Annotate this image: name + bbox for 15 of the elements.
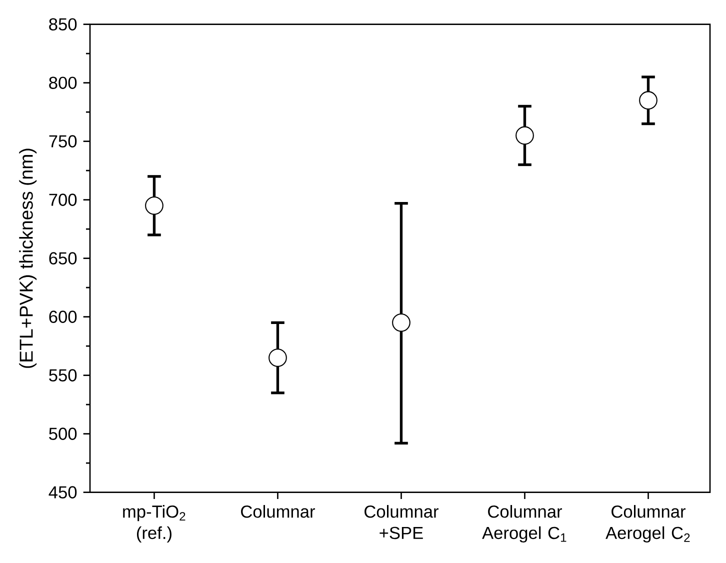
y-tick-label: 700 bbox=[49, 194, 77, 206]
y-tick-label: 450 bbox=[48, 486, 77, 498]
x-tick-label: Columnar Aerogel C$_{2}$ bbox=[606, 505, 690, 543]
y-tick-label: 500 bbox=[49, 428, 77, 440]
y-tick-label: 600 bbox=[49, 310, 77, 323]
x-tick-label: Columnar +SPE bbox=[364, 505, 438, 540]
y-tick-label: 550 bbox=[49, 369, 77, 382]
y-tick-label: 850 bbox=[49, 18, 77, 30]
y-axis-title: (ETL+PVK) thickness (nm) bbox=[19, 148, 37, 368]
x-tick-label: Columnar Aerogel C$_{1}$ bbox=[482, 505, 566, 543]
x-tick-label: mp-TiO$_{2}$ (ref.) bbox=[123, 505, 186, 543]
y-tick-label: 750 bbox=[49, 135, 77, 148]
y-tick-label: 800 bbox=[49, 76, 77, 89]
y-tick-label: 650 bbox=[49, 252, 77, 264]
x-tick-label: Columnar bbox=[241, 505, 315, 518]
